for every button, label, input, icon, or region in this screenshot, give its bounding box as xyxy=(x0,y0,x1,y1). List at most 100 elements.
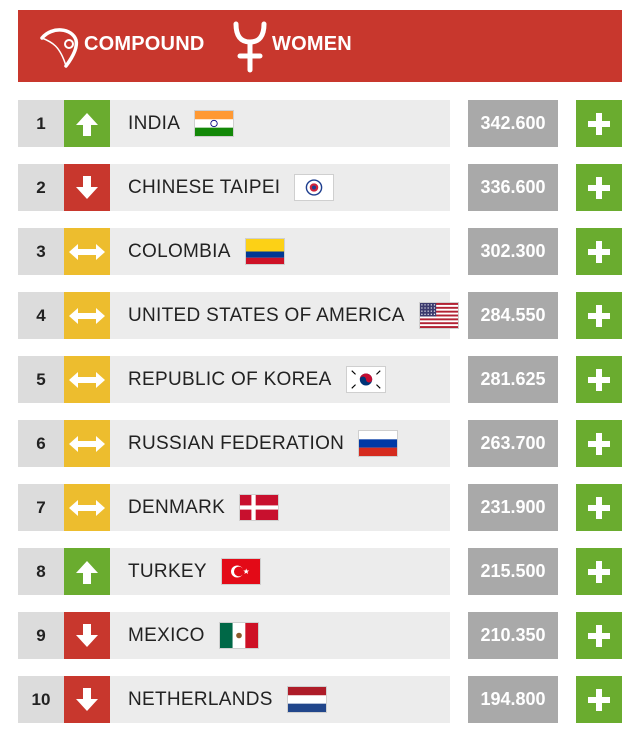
ranking-points: 194.800 xyxy=(468,676,558,723)
trend-indicator xyxy=(64,548,110,595)
ranking-points: 284.550 xyxy=(468,292,558,339)
expand-button[interactable] xyxy=(576,420,622,467)
category-label: COMPOUND xyxy=(84,33,205,55)
arrow-left-right-icon xyxy=(69,307,105,324)
rank-number: 2 xyxy=(18,164,64,211)
trend-indicator xyxy=(64,356,110,403)
ranking-points: 281.625 xyxy=(468,356,558,403)
ranking-row: 6 RUSSIAN FEDERATION 263.700 xyxy=(18,420,622,467)
rank-number: 7 xyxy=(18,484,64,531)
ranking-row: 4 UNITED STATES OF AMERICA 284.550 xyxy=(18,292,622,339)
ranking-points: 263.700 xyxy=(468,420,558,467)
country-cell[interactable]: CHINESE TAIPEI xyxy=(110,164,450,211)
usa-flag-icon xyxy=(418,302,459,329)
trend-indicator xyxy=(64,484,110,531)
country-cell[interactable]: UNITED STATES OF AMERICA xyxy=(110,292,459,339)
trend-indicator xyxy=(64,292,110,339)
turkey-flag-icon xyxy=(220,558,261,585)
trend-indicator xyxy=(64,676,110,723)
ranking-row: 5 REPUBLIC OF KOREA 281.625 xyxy=(18,356,622,403)
ranking-points: 231.900 xyxy=(468,484,558,531)
ranking-row: 10 NETHERLANDS 194.800 xyxy=(18,676,622,723)
country-cell[interactable]: NETHERLANDS xyxy=(110,676,450,723)
plus-icon xyxy=(588,304,610,327)
plus-icon xyxy=(588,240,610,263)
expand-button[interactable] xyxy=(576,676,622,723)
plus-icon xyxy=(588,688,610,711)
trend-indicator xyxy=(64,164,110,211)
expand-button[interactable] xyxy=(576,484,622,531)
colombia-flag-icon xyxy=(244,238,285,265)
country-cell[interactable]: REPUBLIC OF KOREA xyxy=(110,356,450,403)
expand-button[interactable] xyxy=(576,100,622,147)
russia-flag-icon xyxy=(358,430,399,457)
arrow-down-icon xyxy=(76,623,98,647)
ranking-points: 210.350 xyxy=(468,612,558,659)
plus-icon xyxy=(588,560,610,583)
plus-icon xyxy=(588,368,610,391)
arrow-down-icon xyxy=(76,175,98,199)
country-name: INDIA xyxy=(128,112,181,134)
trend-indicator xyxy=(64,612,110,659)
ranking-points: 302.300 xyxy=(468,228,558,275)
chinese-taipei-flag-icon xyxy=(294,174,335,201)
ranking-points: 215.500 xyxy=(468,548,558,595)
rank-number: 8 xyxy=(18,548,64,595)
india-flag-icon xyxy=(194,110,235,137)
ranking-points: 342.600 xyxy=(468,100,558,147)
country-cell[interactable]: MEXICO xyxy=(110,612,450,659)
ranking-row: 3 COLOMBIA 302.300 xyxy=(18,228,622,275)
country-name: MEXICO xyxy=(128,624,205,646)
plus-icon xyxy=(588,496,610,519)
rank-number: 5 xyxy=(18,356,64,403)
rank-number: 4 xyxy=(18,292,64,339)
expand-button[interactable] xyxy=(576,164,622,211)
expand-button[interactable] xyxy=(576,228,622,275)
country-cell[interactable]: DENMARK xyxy=(110,484,450,531)
country-name: REPUBLIC OF KOREA xyxy=(128,368,332,390)
rank-number: 3 xyxy=(18,228,64,275)
ranking-row: 2 CHINESE TAIPEI 336.600 xyxy=(18,164,622,211)
rank-number: 9 xyxy=(18,612,64,659)
arrow-up-icon xyxy=(76,112,98,136)
plus-icon xyxy=(588,112,610,135)
arrow-up-icon xyxy=(76,560,98,584)
expand-button[interactable] xyxy=(576,356,622,403)
ranking-header: COMPOUND WOMEN xyxy=(18,10,622,82)
expand-button[interactable] xyxy=(576,612,622,659)
country-name: DENMARK xyxy=(128,496,226,518)
female-symbol-icon xyxy=(233,21,267,73)
country-name: CHINESE TAIPEI xyxy=(128,176,281,198)
arrow-left-right-icon xyxy=(69,243,105,260)
plus-icon xyxy=(588,176,610,199)
ranking-row: 8 TURKEY 215.500 xyxy=(18,548,622,595)
country-cell[interactable]: TURKEY xyxy=(110,548,450,595)
arrow-left-right-icon xyxy=(69,435,105,452)
korea-flag-icon xyxy=(345,366,386,393)
gender-label: WOMEN xyxy=(272,33,352,55)
expand-button[interactable] xyxy=(576,292,622,339)
country-cell[interactable]: RUSSIAN FEDERATION xyxy=(110,420,450,467)
country-name: COLOMBIA xyxy=(128,240,231,262)
country-name: UNITED STATES OF AMERICA xyxy=(128,304,405,326)
arrow-down-icon xyxy=(76,687,98,711)
country-name: NETHERLANDS xyxy=(128,688,273,710)
compound-bow-icon xyxy=(40,28,79,68)
country-name: RUSSIAN FEDERATION xyxy=(128,432,345,454)
country-cell[interactable]: INDIA xyxy=(110,100,450,147)
plus-icon xyxy=(588,624,610,647)
country-cell[interactable]: COLOMBIA xyxy=(110,228,450,275)
ranking-row: 1 INDIA 342.600 xyxy=(18,100,622,147)
trend-indicator xyxy=(64,100,110,147)
denmark-flag-icon xyxy=(239,494,280,521)
expand-button[interactable] xyxy=(576,548,622,595)
arrow-left-right-icon xyxy=(69,499,105,516)
ranking-points: 336.600 xyxy=(468,164,558,211)
trend-indicator xyxy=(64,420,110,467)
plus-icon xyxy=(588,432,610,455)
ranking-row: 9 MEXICO 210.350 xyxy=(18,612,622,659)
rank-number: 6 xyxy=(18,420,64,467)
arrow-left-right-icon xyxy=(69,371,105,388)
trend-indicator xyxy=(64,228,110,275)
rank-number: 10 xyxy=(18,676,64,723)
